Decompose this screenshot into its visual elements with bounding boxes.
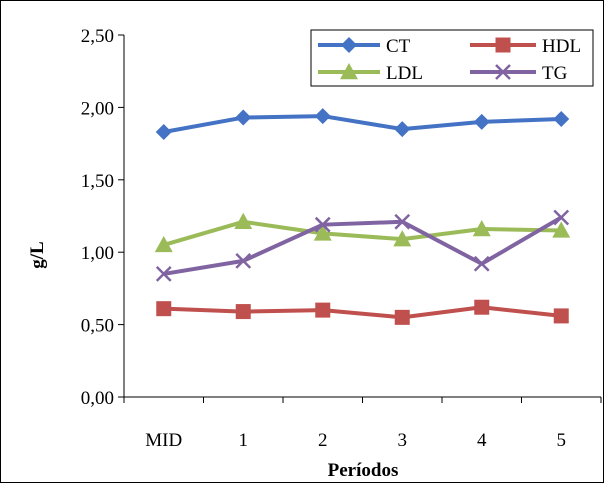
- data-point-ct: [155, 124, 172, 141]
- y-tick-label: 1,50: [81, 171, 114, 192]
- x-axis-title: Períodos: [328, 460, 399, 481]
- data-point-hdl: [474, 299, 490, 315]
- legend-label-ldl: LDL: [386, 63, 423, 84]
- x-tick-label: 1: [239, 430, 249, 451]
- x-tick-label: MID: [145, 430, 182, 451]
- legend-box: [310, 29, 594, 87]
- legend-item-tg: TG: [470, 63, 568, 84]
- series-line-hdl: [163, 305, 562, 320]
- legend-marker-ldl: [340, 63, 358, 80]
- data-point-ct: [473, 113, 490, 130]
- data-point-ldl: [552, 221, 571, 238]
- legend-label-hdl: HDL: [542, 36, 581, 57]
- data-point-tg: [394, 213, 411, 230]
- series-ct: [155, 108, 570, 141]
- y-tick-label: 1,00: [81, 243, 114, 264]
- data-point-tg: [235, 253, 252, 269]
- data-point-ldl: [234, 212, 253, 229]
- data-point-tg: [155, 266, 172, 282]
- x-tick-label: 5: [557, 430, 567, 451]
- data-point-ct: [394, 121, 411, 138]
- data-point-hdl: [553, 308, 569, 324]
- data-point-tg: [314, 216, 331, 233]
- legend: CT HDL LDL TG: [310, 29, 594, 87]
- data-point-ldl: [393, 230, 412, 247]
- series-tg: [155, 209, 570, 282]
- legend-label-tg: TG: [542, 63, 568, 84]
- data-point-hdl: [235, 304, 251, 320]
- data-point-hdl: [156, 301, 172, 317]
- x-tick-label: 2: [318, 430, 328, 451]
- legend-marker-hdl: [495, 37, 511, 53]
- x-tick-label: 4: [477, 430, 487, 451]
- y-tick-label: 0,00: [81, 388, 114, 409]
- legend-item-hdl: HDL: [470, 36, 581, 57]
- data-point-hdl: [315, 302, 331, 318]
- series-hdl: [156, 299, 569, 325]
- legend-marker-tg: [495, 64, 511, 80]
- data-point-ct: [314, 108, 331, 125]
- data-point-tg: [473, 255, 490, 272]
- x-axis-ticks: MID 1 2 3 4 5: [123, 397, 602, 451]
- data-point-ldl: [472, 220, 491, 237]
- y-tick-label: 2,00: [81, 98, 114, 119]
- y-tick-label: 0,50: [81, 316, 114, 337]
- data-point-ct: [235, 109, 252, 126]
- series-line-ldl: [163, 219, 562, 247]
- legend-marker-ct: [341, 37, 357, 53]
- x-tick-label: 3: [398, 430, 408, 451]
- legend-item-ct: CT: [318, 36, 411, 57]
- data-point-ct: [553, 110, 570, 127]
- y-axis-title: g/L: [27, 241, 48, 268]
- series-line-tg: [163, 215, 563, 276]
- legend-label-ct: CT: [386, 36, 411, 57]
- legend-item-ldl: LDL: [318, 63, 423, 84]
- data-point-ldl: [313, 224, 332, 241]
- series-ldl: [154, 212, 571, 253]
- y-axis-ticks: 0,00 0,50 1,00 1,50 2,00 2,50: [81, 26, 124, 409]
- y-tick-label: 2,50: [81, 26, 114, 47]
- data-point-hdl: [394, 309, 410, 325]
- data-point-ldl: [154, 235, 173, 253]
- series-layer: [154, 108, 571, 325]
- series-line-ct: [163, 114, 562, 134]
- data-point-tg: [553, 209, 570, 226]
